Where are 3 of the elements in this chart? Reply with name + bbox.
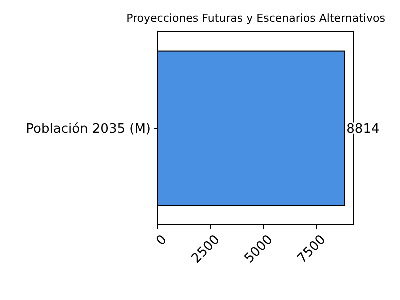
x-tick-label: 0	[154, 232, 170, 250]
chart-title: Proyecciones Futuras y Escenarios Alternativos	[126, 12, 386, 25]
y-tick-label: Población 2035 (M)	[26, 122, 151, 138]
